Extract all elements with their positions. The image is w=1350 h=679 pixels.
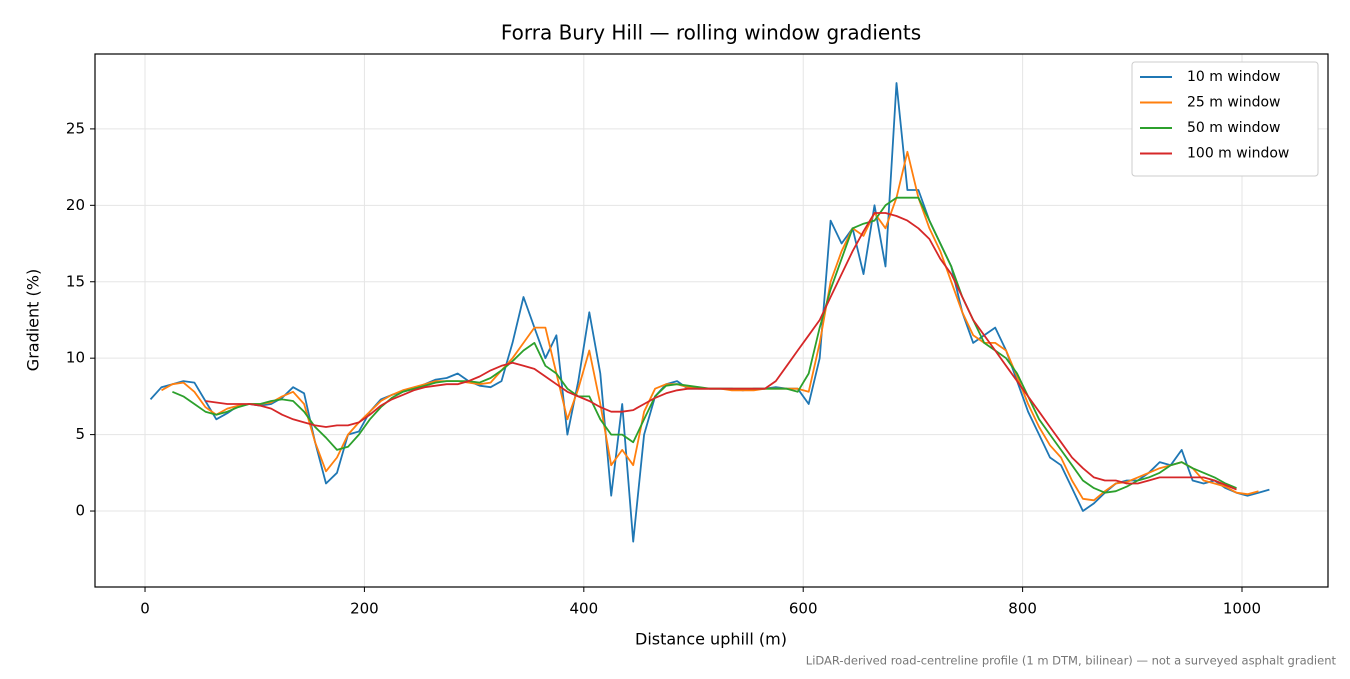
y-tick-label: 15 [66,272,85,290]
y-tick-label: 5 [75,425,85,443]
y-tick-label: 25 [66,119,85,137]
y-tick-label: 0 [75,502,85,520]
y-axis-label: Gradient (%) [24,269,43,371]
series-line [205,212,1237,491]
y-tick-label: 20 [66,196,85,214]
x-tick-label: 1000 [1223,600,1261,618]
legend-label: 50 m window [1187,120,1280,136]
legend-label: 10 m window [1187,69,1280,85]
plot-frame [94,53,1329,588]
legend-label: 100 m window [1187,146,1289,162]
chart-title: Forra Bury Hill — rolling window gradien… [501,21,921,45]
x-axis-label: Distance uphill (m) [635,630,787,649]
x-tick-label: 800 [1008,600,1037,618]
x-tick-label: 200 [350,600,379,618]
legend-label: 25 m window [1187,95,1280,111]
legend-box [1131,61,1319,177]
footnote: LiDAR-derived road-centreline profile (1… [806,654,1337,668]
x-tick-label: 400 [569,600,598,618]
y-tick-label: 10 [66,349,85,367]
x-tick-label: 0 [140,600,150,618]
x-tick-label: 600 [789,600,818,618]
